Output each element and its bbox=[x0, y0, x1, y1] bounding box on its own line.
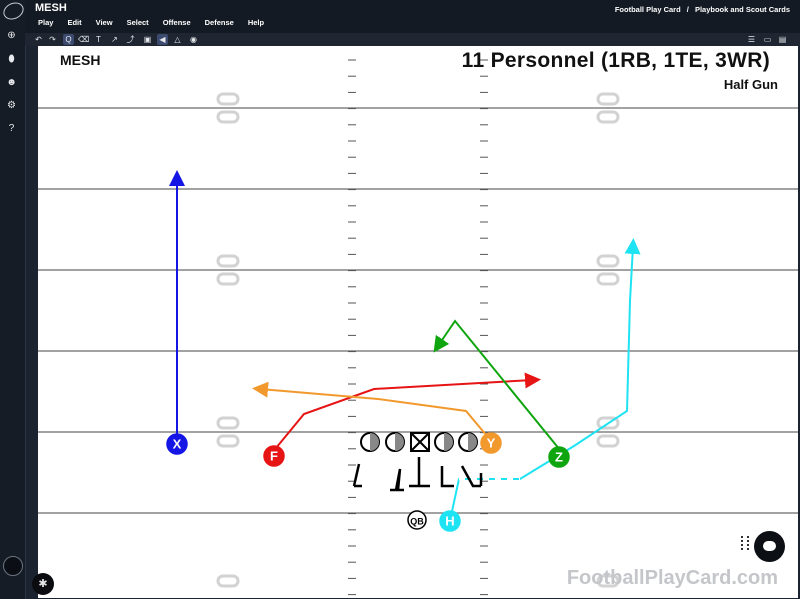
wrench-tools-button[interactable]: ✱ bbox=[32, 573, 54, 595]
menu-select[interactable]: Select bbox=[126, 18, 149, 27]
player-label: X bbox=[173, 437, 182, 452]
menu-defense[interactable]: Defense bbox=[204, 18, 234, 27]
field-canvas: X F Y Z H QB bbox=[38, 59, 798, 596]
route-y bbox=[252, 381, 488, 437]
line-blocks bbox=[352, 457, 483, 492]
triangle-icon[interactable]: △ bbox=[174, 35, 181, 44]
breadcrumb-playbook[interactable]: Playbook and Scout Cards bbox=[694, 5, 790, 14]
play-name: MESH bbox=[60, 52, 101, 68]
menu-view[interactable]: View bbox=[95, 18, 113, 27]
users-icon[interactable]: ☻ bbox=[6, 77, 17, 88]
card-icon[interactable]: ▤ bbox=[778, 35, 787, 44]
menu-offense[interactable]: Offense bbox=[162, 18, 191, 27]
formation-subtitle: Half Gun bbox=[723, 77, 778, 92]
offensive-line bbox=[360, 432, 478, 452]
player-label: QB bbox=[410, 517, 424, 527]
app-logo[interactable] bbox=[0, 0, 27, 23]
save-icon[interactable]: ▣ bbox=[143, 35, 152, 44]
player-label: Y bbox=[487, 436, 496, 451]
player-label: H bbox=[445, 514, 454, 529]
layout-icon[interactable]: ▭ bbox=[763, 35, 772, 44]
player-z: Z bbox=[548, 446, 570, 468]
player-x: X bbox=[166, 433, 188, 455]
player-y: Y bbox=[480, 432, 502, 454]
top-bar: MESH Play Edit View Select Offense Defen… bbox=[25, 0, 800, 33]
menu-help[interactable]: Help bbox=[247, 18, 265, 27]
route-z bbox=[433, 319, 561, 451]
play-circle-icon[interactable]: ◉ bbox=[190, 35, 197, 44]
route-f bbox=[275, 372, 541, 449]
player-label: Z bbox=[555, 450, 563, 465]
players: X F Y Z H QB bbox=[166, 432, 570, 532]
lineman-rg bbox=[434, 432, 454, 452]
yard-numbers bbox=[216, 92, 620, 588]
player-qb: QB bbox=[407, 510, 427, 530]
menu-play[interactable]: Play bbox=[38, 18, 54, 27]
player-h: H bbox=[439, 510, 461, 532]
player-f: F bbox=[263, 445, 285, 467]
football-icon[interactable]: ⬮ bbox=[8, 54, 15, 65]
play-title: MESH bbox=[35, 2, 67, 14]
left-sidebar: ⊕ ⬮ ☻ ⚙ ? bbox=[0, 0, 27, 599]
toolbar: ↶ ↷ Q ⌫ T ↗ ⤴ ▣ ◀ △ ◉ ☰ ▭ ▤ bbox=[25, 33, 800, 46]
select-icon[interactable]: Q bbox=[63, 34, 74, 45]
redo-icon[interactable]: ↷ bbox=[49, 35, 56, 44]
help-icon[interactable]: ? bbox=[8, 123, 15, 134]
player-label: F bbox=[270, 449, 278, 464]
formation-title: 11 Personnel (1RB, 1TE, 3WR) bbox=[461, 49, 770, 72]
center bbox=[410, 432, 430, 452]
text-icon[interactable]: T bbox=[96, 35, 101, 44]
lineman-lt bbox=[360, 432, 380, 452]
play-field[interactable]: X F Y Z H QB MESH 11 Personnel (1RB, 1TE, 3WR… bbox=[38, 46, 798, 598]
route-icon[interactable]: ⤴ bbox=[126, 35, 135, 44]
brand-logo-bottom[interactable] bbox=[3, 556, 23, 576]
lineman-lg bbox=[385, 432, 405, 452]
chat-button[interactable] bbox=[754, 531, 785, 562]
watermark: FootballPlayCard.com bbox=[566, 567, 778, 589]
breadcrumb-home[interactable]: Football Play Card bbox=[614, 5, 681, 14]
arrow-icon[interactable]: ↗ bbox=[111, 35, 118, 44]
drag-handle-icon[interactable] bbox=[741, 536, 749, 550]
menu-edit[interactable]: Edit bbox=[67, 18, 82, 27]
yard-lines bbox=[38, 107, 798, 514]
undo-icon[interactable]: ↶ bbox=[35, 35, 42, 44]
eraser-icon[interactable]: ⌫ bbox=[78, 35, 90, 44]
menu-bar: Play Edit View Select Offense Defense He… bbox=[38, 18, 278, 27]
gear-icon[interactable]: ⚙ bbox=[7, 100, 16, 111]
list-view-icon[interactable]: ☰ bbox=[747, 35, 756, 44]
cone-icon[interactable]: ◀ bbox=[157, 34, 168, 45]
route-h bbox=[450, 238, 641, 517]
breadcrumb-separator: / bbox=[686, 5, 689, 14]
plus-circle-icon[interactable]: ⊕ bbox=[7, 30, 16, 41]
lineman-rt bbox=[458, 432, 478, 452]
breadcrumb: Football Play Card / Playbook and Scout … bbox=[613, 5, 792, 14]
